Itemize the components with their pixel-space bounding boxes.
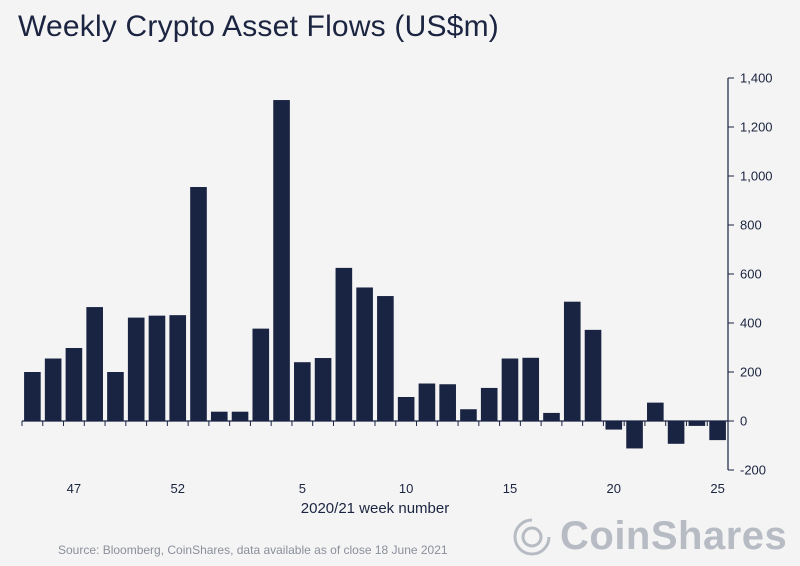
x-tick-label: 15 (503, 481, 517, 496)
chart-title: Weekly Crypto Asset Flows (US$m) (18, 10, 499, 43)
bar-week-15 (501, 358, 519, 421)
y-tick-label: 200 (740, 365, 762, 380)
bar-week-21 (626, 421, 643, 449)
y-tick-label: 600 (740, 267, 762, 282)
bar-week-50 (127, 317, 145, 421)
coinshares-logo: CoinShares (512, 514, 787, 559)
coinshares-logo-icon (513, 517, 551, 555)
logo-wordmark: CoinShares (560, 514, 788, 558)
y-tick-label: 1,400 (740, 71, 773, 86)
bar-week-11 (418, 383, 436, 421)
y-tick-label: 800 (740, 218, 762, 233)
y-tick-label: 1,000 (740, 169, 773, 184)
x-tick-label: 5 (299, 481, 306, 496)
bar-week-22 (647, 402, 664, 422)
bar-week-4 (273, 100, 290, 422)
x-tick-label: 47 (67, 481, 81, 496)
bar-week-46 (44, 358, 62, 421)
bar-week-3 (252, 328, 270, 421)
bar-week-5 (294, 362, 311, 421)
bar-week-48 (86, 307, 103, 421)
bar-week-7 (335, 267, 353, 422)
bar-week-19 (584, 329, 602, 421)
y-tick-label: -200 (740, 463, 766, 478)
y-tick-label: 1,200 (740, 120, 773, 135)
x-tick-label: 52 (171, 481, 185, 496)
source-note: Source: Bloomberg, CoinShares, data avai… (58, 543, 448, 557)
bar-week-52 (169, 315, 187, 421)
bar-week-17 (543, 412, 560, 421)
bar-week-10 (397, 396, 415, 421)
y-tick-label: 400 (740, 316, 762, 331)
bar-week-49 (107, 372, 124, 421)
bar-week-12 (439, 384, 456, 421)
bar-week-23 (667, 421, 685, 444)
bar-week-16 (522, 357, 540, 421)
bar-week-24 (688, 421, 706, 426)
bar-week-20 (605, 421, 623, 430)
y-tick-label: 0 (740, 414, 747, 429)
bar-week-47 (65, 347, 83, 421)
bar-week-2 (231, 411, 249, 421)
bar-week-45 (24, 372, 41, 421)
bar-week-13 (460, 409, 477, 421)
bar-week-18 (563, 301, 581, 421)
x-tick-label: 25 (710, 481, 724, 496)
bar-week-6 (314, 358, 332, 421)
bar-week-14 (480, 387, 498, 421)
x-axis-label: 2020/21 week number (300, 500, 450, 517)
x-tick-label: 10 (399, 481, 413, 496)
bar-week-53 (190, 187, 207, 421)
bar-week-25 (709, 421, 726, 441)
bar-week-51 (148, 315, 166, 421)
x-tick-label: 20 (607, 481, 621, 496)
bar-week-9 (377, 296, 394, 421)
bar-week-8 (356, 287, 373, 421)
bar-week-1 (210, 411, 228, 421)
